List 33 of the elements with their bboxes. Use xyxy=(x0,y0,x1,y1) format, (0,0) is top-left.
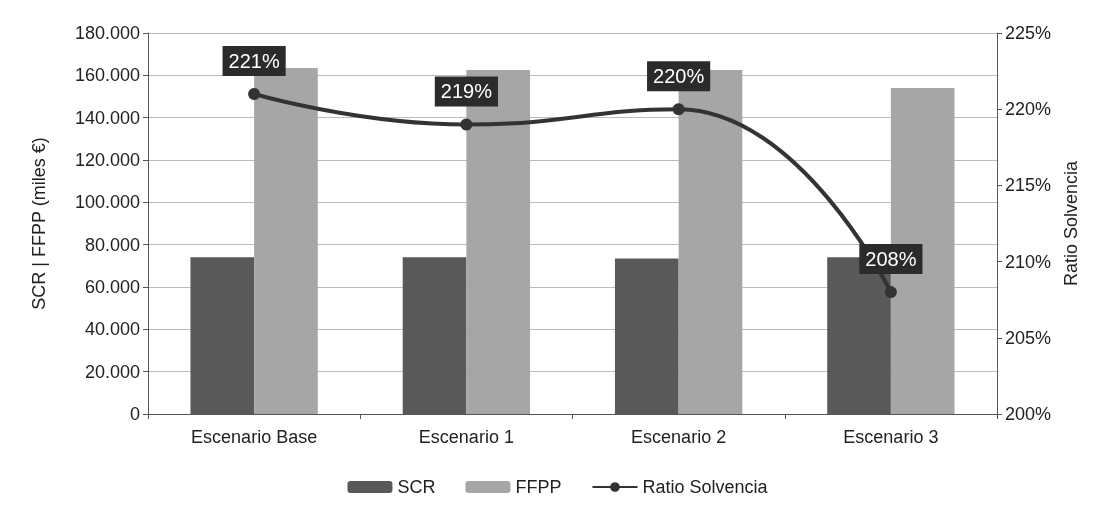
y-axis-title: SCR | FFPP (miles €) xyxy=(29,137,49,310)
y2-tick-label: 215% xyxy=(1005,175,1052,196)
data-label: 221% xyxy=(228,49,280,72)
y-tick-label: 60.000 xyxy=(84,277,140,297)
y2-tick-label: 225% xyxy=(1005,23,1052,43)
x-tick-label: Escenario Base xyxy=(191,427,318,447)
x-tick-label: Escenario 3 xyxy=(843,427,939,447)
data-label: 219% xyxy=(440,80,493,103)
y2-tick-label: 220% xyxy=(1005,99,1052,120)
y-tick-label: 20.000 xyxy=(84,361,140,382)
point xyxy=(248,87,261,100)
x-tick-label: Escenario 2 xyxy=(631,427,727,447)
data-label: 220% xyxy=(653,65,705,88)
y-tick-label: 180.000 xyxy=(74,23,140,43)
y2-axis-title: Ratio Solvencia xyxy=(1060,159,1081,287)
y-tick-label: 40.000 xyxy=(84,319,140,340)
legend-label: FFPP xyxy=(515,477,562,497)
y-tick-label: 120.000 xyxy=(74,150,140,170)
legend-label: Ratio Solvencia xyxy=(642,477,769,497)
legend-label: SCR xyxy=(397,477,436,497)
data-label: 208% xyxy=(865,248,917,271)
y2-tick-label: 210% xyxy=(1005,251,1052,272)
y-tick-label: 100.000 xyxy=(74,192,140,213)
y2-tick-label: 200% xyxy=(1005,404,1052,424)
point xyxy=(884,286,897,299)
point xyxy=(460,118,473,131)
y-tick-label: 80.000 xyxy=(84,234,140,255)
x-tick-label: Escenario 1 xyxy=(418,427,514,447)
y2-tick-label: 205% xyxy=(1005,327,1052,348)
y-tick-label: 140.000 xyxy=(74,107,140,128)
point xyxy=(672,103,685,116)
y-tick-label: 0 xyxy=(129,404,140,424)
y-tick-label: 160.000 xyxy=(74,65,140,86)
